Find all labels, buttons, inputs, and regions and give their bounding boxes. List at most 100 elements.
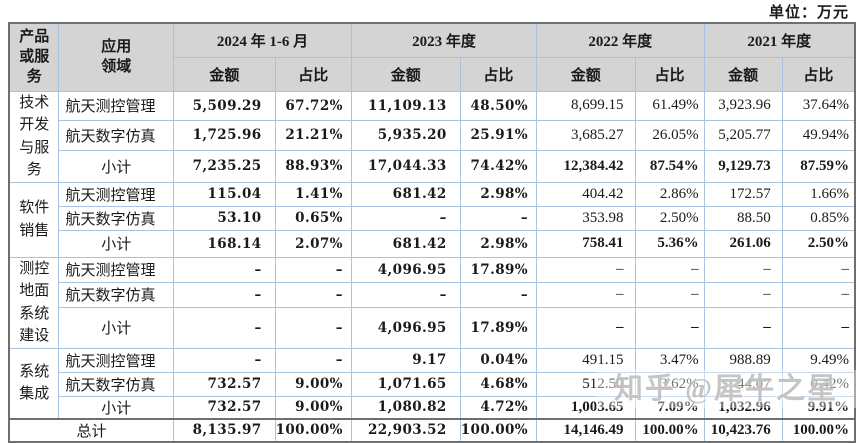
ratio-cell: 4.68% [459, 371, 538, 397]
ratio-cell: 100.00% [459, 417, 538, 442]
field-cell: 航天数字仿真 [58, 282, 175, 308]
amount-cell: – [536, 306, 636, 349]
ratio-cell: 0.65% [274, 205, 352, 231]
ratio-cell: 2.50% [781, 229, 856, 258]
amount-cell: 4,096.95 [350, 256, 461, 284]
ratio-cell: 1.41% [274, 181, 352, 207]
field-cell: 小计 [58, 395, 175, 419]
table-row: 航天数字仿真 53.10 0.65% – –353.98 2.50% 88.50 0.85% [9, 205, 856, 231]
amount-cell: 88.50 [703, 205, 783, 231]
ratio-cell: 5.36% [634, 229, 705, 258]
amount-header: 金额 [173, 56, 276, 92]
field-cell: 小计 [58, 149, 175, 183]
table-row: 小计 732.57 9.00% 1,080.82 4.72% 1,003.65 7.09% 1… [9, 395, 856, 419]
ratio-cell: – [781, 306, 856, 349]
ratio-cell: 1.66% [781, 181, 856, 207]
field-cell: 航天数字仿真 [58, 205, 175, 231]
ratio-cell: 2.50% [634, 205, 705, 231]
amount-cell: 44.07 [703, 371, 783, 397]
ratio-header: 占比 [781, 56, 856, 92]
amount-cell: 261.06 [703, 229, 783, 258]
field-cell: 小计 [58, 229, 175, 258]
ratio-cell: 21.21% [274, 120, 352, 151]
amount-cell: 115.04 [173, 181, 276, 207]
ratio-cell: – [274, 256, 352, 284]
amount-cell: 7,235.25 [173, 149, 276, 183]
amount-cell: 3,685.27 [536, 120, 636, 151]
amount-cell: 168.14 [173, 229, 276, 258]
ratio-cell: – [634, 256, 705, 284]
amount-cell: – [173, 306, 276, 349]
amount-cell: 681.42 [350, 181, 461, 207]
ratio-cell: – [459, 282, 538, 308]
amount-cell: 1,725.96 [173, 120, 276, 151]
amount-cell: – [173, 282, 276, 308]
ratio-cell: 0.04% [459, 347, 538, 373]
amount-cell: – [703, 306, 783, 349]
amount-cell: 5,935.20 [350, 120, 461, 151]
table-row: 航天数字仿真 1,725.96 21.21% 5,935.20 25.91% 3,685.… [9, 120, 856, 151]
amount-cell: – [350, 282, 461, 308]
amount-cell: 9,129.73 [703, 149, 783, 183]
amount-cell: 14,146.49 [536, 417, 636, 442]
field-cell: 小计 [58, 306, 175, 349]
amount-cell: 1,071.65 [350, 371, 461, 397]
ratio-cell: 9.91% [781, 395, 856, 419]
amount-cell: 404.42 [536, 181, 636, 207]
amount-cell: 8,135.97 [173, 417, 276, 442]
unit-label: 单位：万元 [768, 5, 849, 21]
amount-cell: 732.57 [173, 371, 276, 397]
amount-cell: 22,903.52 [350, 417, 461, 442]
ratio-cell: 100.00% [274, 417, 352, 442]
ratio-cell: 88.93% [274, 149, 352, 183]
ratio-cell: 49.94% [781, 120, 856, 151]
amount-cell: 1,003.65 [536, 395, 636, 419]
group-cell: 系统集成 [8, 347, 60, 419]
ratio-cell: 26.05% [634, 120, 705, 151]
period-header: 2023 年度 [350, 22, 538, 58]
ratio-cell: 100.00% [781, 417, 856, 442]
table-row: 软件销售 航天测控管理 115.04 1.41% 681.42 2.98% 404.42 2.… [8, 181, 856, 258]
ratio-cell: – [781, 256, 856, 284]
ratio-cell: 9.00% [274, 371, 352, 397]
table-row: 技术开发与服务 航天测控管理 5,509.29 67.72% 11,109.13 48.5… [8, 90, 856, 183]
group-cell: 软件销售 [8, 181, 60, 258]
ratio-cell: 100.00% [634, 417, 705, 442]
ratio-cell: – [781, 282, 856, 308]
ratio-cell: 87.59% [781, 149, 856, 183]
ratio-cell: 7.09% [634, 395, 705, 419]
field-cell: 航天测控管理 [58, 256, 175, 284]
table-row: 小计 – –4,096.95 17.89% – – – – [9, 306, 856, 349]
amount-cell: 758.41 [536, 229, 636, 258]
application-field-header-label: 应用领域 [101, 39, 132, 76]
amount-cell: – [173, 256, 276, 284]
field-cell: 航天测控管理 [58, 90, 175, 122]
field-cell: 航天测控管理 [58, 181, 175, 207]
amount-cell: – [536, 282, 636, 308]
amount-header: 金额 [536, 56, 636, 92]
ratio-cell: 0.85% [781, 205, 856, 231]
product-service-header: 产品或服务 [8, 22, 60, 92]
table-row: 小计 7,235.25 88.93% 17,044.33 74.42% 12,384.42… [9, 149, 856, 183]
ratio-cell: – [634, 282, 705, 308]
field-cell: 航天数字仿真 [58, 371, 175, 397]
ratio-cell: 2.98% [459, 229, 538, 258]
amount-cell: 732.57 [173, 395, 276, 419]
period-header: 2021 年度 [703, 22, 856, 58]
ratio-cell: 4.72% [459, 395, 538, 419]
ratio-cell: 0.42% [781, 371, 856, 397]
revenue-table: 产品或服务 应用领域 2024 年 1-6 月 2023 年度 2022 年度 2021 … [8, 22, 856, 443]
amount-cell: – [173, 347, 276, 373]
ratio-cell: 3.47% [634, 347, 705, 373]
amount-cell: 1,032.96 [703, 395, 783, 419]
ratio-cell: 87.54% [634, 149, 705, 183]
amount-cell: 5,205.77 [703, 120, 783, 151]
table-row: 小计 168.14 2.07% 681.42 2.98% 758.41 5.36% 261.0… [9, 229, 856, 258]
amount-cell: 4,096.95 [350, 306, 461, 349]
product-service-header-label: 产品或服务 [19, 28, 50, 86]
amount-cell: 681.42 [350, 229, 461, 258]
ratio-cell: 61.49% [634, 90, 705, 122]
group-cell: 技术开发与服务 [8, 90, 60, 183]
ratio-header: 占比 [274, 56, 352, 92]
ratio-cell: 48.50% [459, 90, 538, 122]
